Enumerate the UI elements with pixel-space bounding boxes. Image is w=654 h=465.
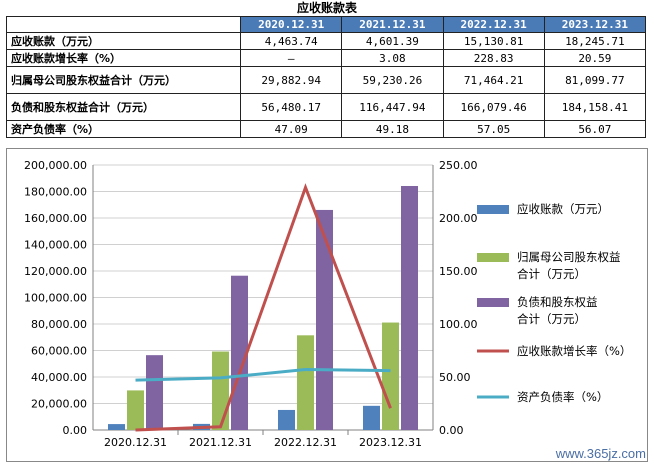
table-cell: 15,130.81	[442, 32, 545, 50]
table-cell: 81,099.77	[543, 66, 647, 94]
bar	[127, 390, 144, 430]
bar	[278, 409, 295, 430]
bar	[108, 424, 125, 430]
bar	[212, 351, 229, 430]
series-line	[135, 183, 392, 432]
y-left-tick-label: 100,000.00	[24, 292, 87, 305]
legend-label: 合计（万元）	[517, 312, 586, 326]
x-tick-label: 2023.12.31	[359, 436, 422, 449]
bar	[297, 335, 314, 430]
x-tick-label: 2022.12.31	[274, 436, 337, 449]
y-right-tick-label: 150.00	[439, 265, 478, 278]
series-line	[135, 368, 391, 382]
table-row: 负债和股东权益合计（万元） 56,480.17 116,447.94 166,0…	[5, 93, 647, 121]
legend-swatch	[477, 253, 509, 262]
table-corner	[5, 16, 242, 33]
table-cell: 166,079.46	[442, 93, 545, 121]
combo-chart: 0.00 20,000.00 40,000.00 60,000.00 80,000.00…	[6, 148, 648, 462]
legend-label: 应收账款（万元）	[517, 202, 609, 216]
y-left-tick-label: 160,000.00	[24, 212, 87, 225]
row-label: 应收账款增长率（%）	[5, 49, 242, 67]
table-cell: 29,882.94	[240, 66, 343, 94]
legend-label: 归属母公司股东权益	[517, 250, 621, 264]
y-right-tick-label: 0.00	[439, 424, 464, 437]
row-label: 资产负债率（%）	[5, 120, 242, 138]
table-cell: 228.83	[442, 49, 545, 67]
x-tick-label: 2021.12.31	[189, 436, 252, 449]
table-cell: –	[240, 49, 343, 67]
legend-label: 合计（万元）	[517, 267, 586, 281]
bar	[401, 185, 418, 430]
table-header-row: 2020.12.31 2021.12.31 2022.12.31 2023.12…	[5, 16, 647, 33]
table-cell: 56,480.17	[240, 93, 343, 121]
table-cell: 59,230.26	[341, 66, 444, 94]
receivables-table: 2020.12.31 2021.12.31 2022.12.31 2023.12…	[5, 16, 647, 138]
table-cell: 20.59	[543, 49, 647, 67]
table-row: 归属母公司股东权益合计（万元） 29,882.94 59,230.26 71,4…	[5, 66, 647, 94]
column-header: 2021.12.31	[341, 16, 444, 33]
table-cell: 49.18	[341, 120, 444, 138]
table-row: 应收账款（万元） 4,463.74 4,601.39 15,130.81 18,…	[5, 32, 647, 50]
table-cell: 4,463.74	[240, 32, 343, 50]
legend-label: 应收账款增长率（%）	[517, 344, 631, 358]
column-header: 2022.12.31	[442, 16, 545, 33]
y-left-tick-label: 80,000.00	[31, 318, 87, 331]
bar	[146, 355, 163, 430]
y-right-tick-label: 100.00	[439, 318, 478, 331]
y-right-tick-label: 50.00	[439, 371, 471, 384]
watermark: www.365jz.com	[555, 446, 646, 461]
legend-swatch	[477, 205, 509, 214]
table-row: 应收账款增长率（%） – 3.08 228.83 20.59	[5, 49, 647, 67]
table-cell: 47.09	[240, 120, 343, 138]
legend-label: 资产负债率（%）	[517, 390, 608, 404]
chart-svg: 0.00 20,000.00 40,000.00 60,000.00 80,000.00…	[24, 159, 631, 449]
y-left-tick-label: 140,000.00	[24, 239, 87, 252]
y-left-tick-label: 20,000.00	[31, 398, 87, 411]
y-left-tick-label: 60,000.00	[31, 345, 87, 358]
table-cell: 71,464.21	[442, 66, 545, 94]
y-left-tick-label: 180,000.00	[24, 186, 87, 199]
y-left-tick-label: 200,000.00	[24, 159, 87, 172]
y-right-tick-label: 250.00	[439, 159, 478, 172]
y-right-tick-label: 200.00	[439, 212, 478, 225]
table-cell: 4,601.39	[341, 32, 444, 50]
bar	[363, 405, 380, 430]
table-title: 应收账款表	[296, 1, 357, 15]
table-cell: 116,447.94	[341, 93, 444, 121]
column-header: 2020.12.31	[240, 16, 343, 33]
table-cell: 18,245.71	[543, 32, 647, 50]
legend-label: 负债和股东权益	[517, 295, 598, 309]
table-row: 资产负债率（%） 47.09 49.18 57.05 56.07	[5, 120, 647, 138]
y-left-tick-label: 0.00	[63, 424, 88, 437]
column-header: 2023.12.31	[543, 16, 647, 33]
row-label: 应收账款（万元）	[5, 32, 242, 50]
bar	[316, 209, 333, 430]
table-cell: 56.07	[543, 120, 647, 138]
legend-swatch	[477, 298, 509, 307]
row-label: 负债和股东权益合计（万元）	[5, 93, 242, 121]
row-label: 归属母公司股东权益合计（万元）	[5, 66, 242, 94]
table-cell: 184,158.41	[543, 93, 647, 121]
y-left-tick-label: 40,000.00	[31, 371, 87, 384]
bar	[231, 275, 248, 430]
table-cell: 3.08	[341, 49, 444, 67]
table-cell: 57.05	[442, 120, 545, 138]
x-tick-label: 2020.12.31	[104, 436, 167, 449]
bar	[382, 322, 399, 430]
y-left-tick-label: 120,000.00	[24, 265, 87, 278]
